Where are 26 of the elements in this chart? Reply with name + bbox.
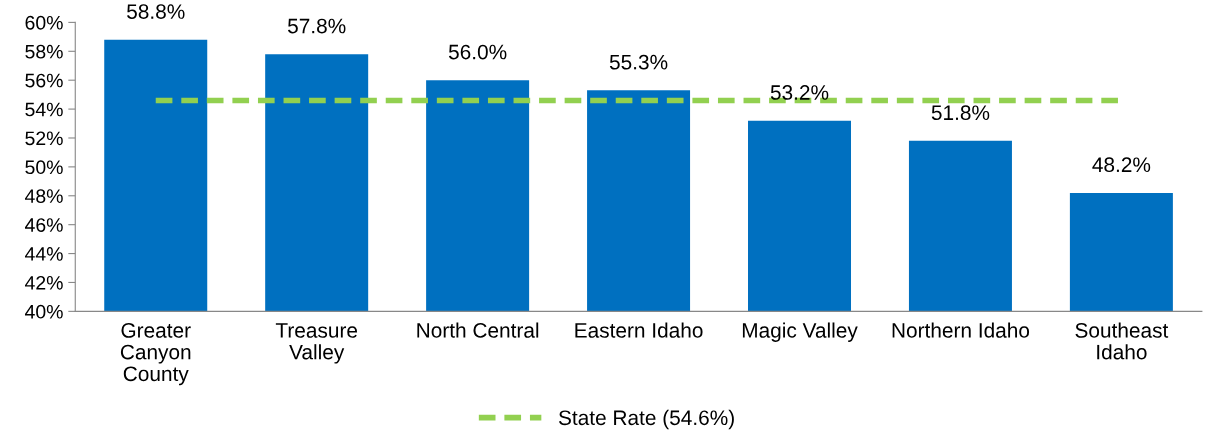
y-tick-label: 60% [25, 15, 63, 30]
data-label: 51.8% [931, 105, 990, 121]
y-tick-label: 50% [25, 160, 63, 175]
data-label: 57.8% [287, 18, 346, 34]
legend-label: State Rate (54.6%) [558, 409, 734, 430]
y-tick-label: 44% [24, 247, 63, 261]
x-tick-label: Northern Idaho [892, 322, 1030, 338]
x-tick-label: Southeast Idaho [1075, 322, 1169, 360]
data-label: 56.0% [448, 44, 507, 60]
y-tick-label: 42% [24, 275, 63, 290]
y-tick-label: 46% [24, 218, 63, 232]
y-tick-label: 58% [25, 44, 63, 59]
x-tick-label: North Central [417, 322, 539, 338]
y-tick-label: 52% [25, 131, 63, 146]
y-tick-label: 48% [24, 189, 63, 204]
x-tick-label: Eastern Idaho [575, 322, 703, 338]
y-tick-label: 56% [25, 73, 63, 88]
data-label: 55.3% [609, 54, 668, 70]
x-tick-label: Magic Valley [742, 322, 858, 342]
y-tick-label: 40% [24, 304, 63, 319]
data-label: 48.2% [1092, 157, 1151, 173]
data-label: 58.8% [127, 4, 185, 19]
data-label: 53.2% [770, 85, 829, 100]
x-tick-label: Treasure Valley [275, 323, 358, 364]
x-tick-label: Greater Canyon County [120, 323, 191, 386]
y-tick-label: 54% [25, 102, 63, 117]
